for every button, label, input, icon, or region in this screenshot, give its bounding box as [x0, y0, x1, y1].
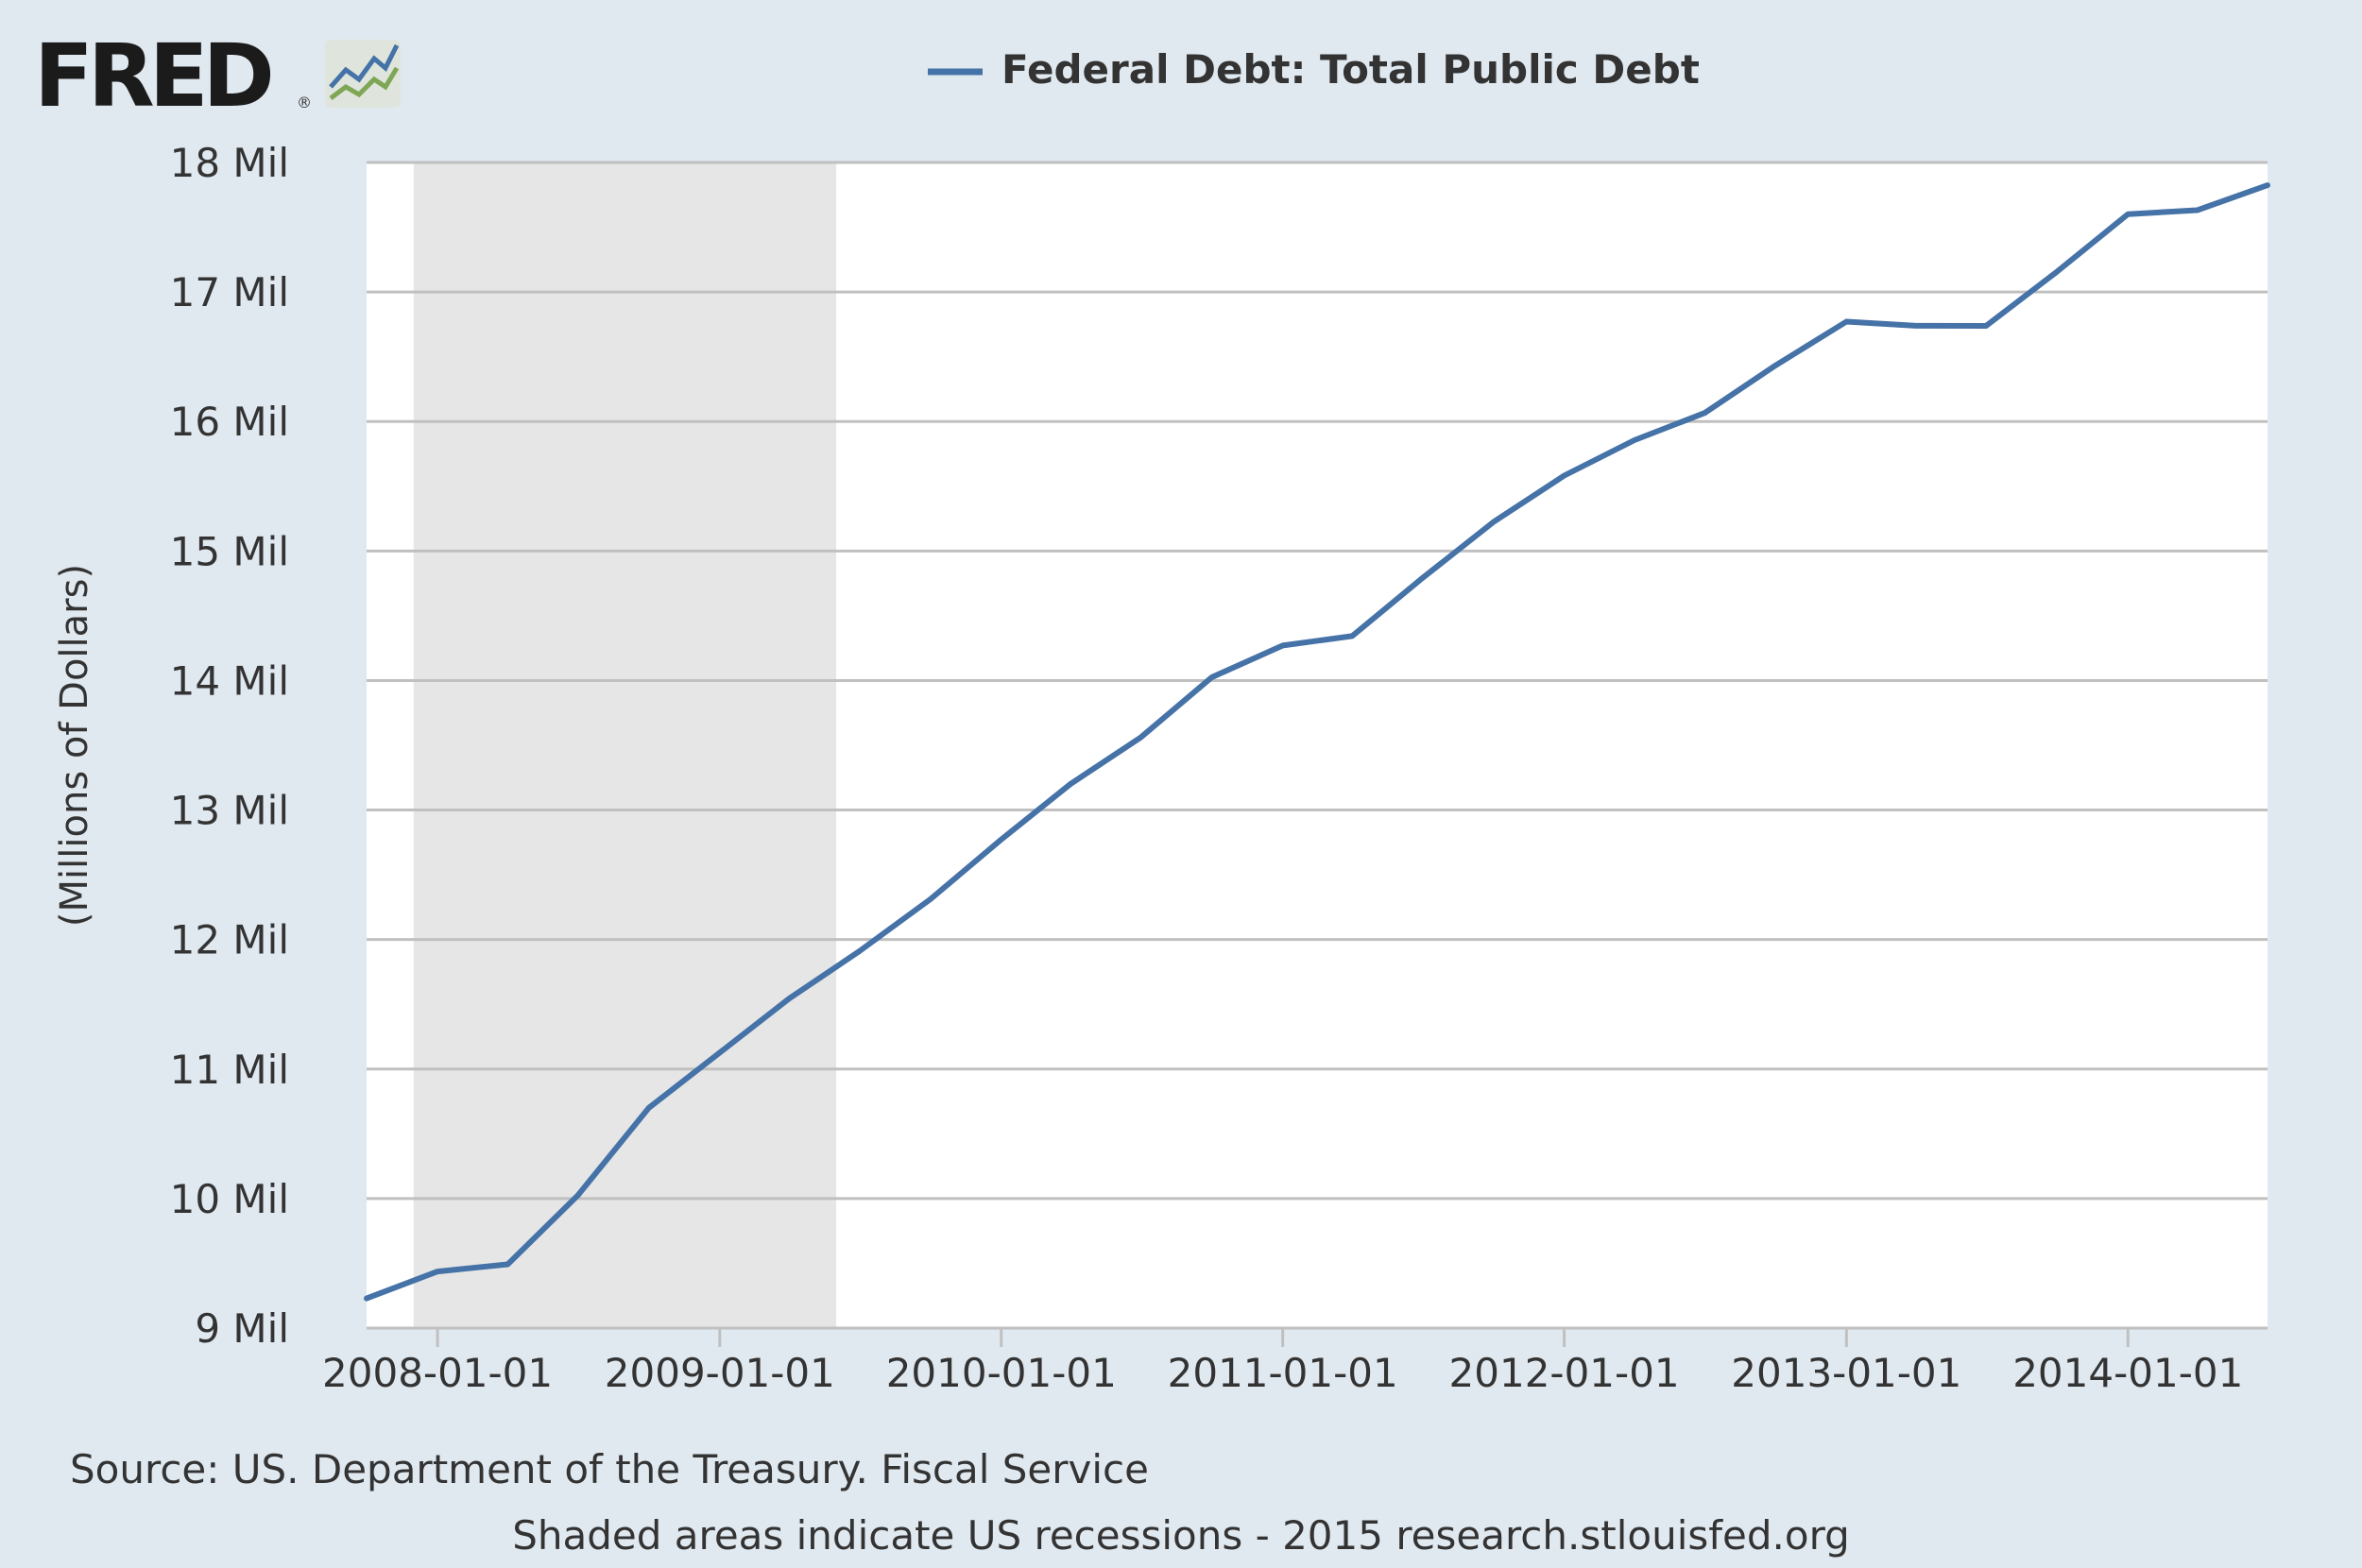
y-tick-label: 14 Mil [170, 657, 289, 704]
legend[interactable]: Federal Debt: Total Public Debt [928, 46, 1700, 93]
x-axis-ticks: 2008-01-01 2009-01-01 2010-01-01 2011-01-01… [322, 1328, 2243, 1396]
data-point [1491, 520, 1497, 525]
x-tick-label: 2009-01-01 [605, 1350, 835, 1396]
x-tick-label: 2013-01-01 [1731, 1350, 1961, 1396]
data-point [2054, 269, 2060, 275]
legend-label: Federal Debt: Total Public Debt [1001, 46, 1700, 93]
gridlines [367, 161, 2268, 1201]
logo-wordmark: FRED [34, 26, 271, 127]
x-tick-label: 2012-01-01 [1449, 1350, 1680, 1396]
data-point [1702, 410, 1707, 416]
data-point [1280, 642, 1286, 648]
data-point [1068, 781, 1073, 787]
logo-registered-mark: ® [297, 94, 312, 111]
x-tick-label: 2014-01-01 [2012, 1350, 2243, 1396]
recession-note: Shaded areas indicate US recessions - 20… [512, 1512, 1850, 1559]
y-tick-label: 11 Mil [170, 1047, 289, 1093]
source-note: Source: US. Department of the Treasury. … [70, 1446, 1149, 1492]
y-axis-ticks: 9 Mil 10 Mil 11 Mil 12 Mil 13 Mil 14 Mil 15 Mi… [170, 140, 289, 1352]
data-point [2195, 207, 2200, 213]
data-point [928, 896, 933, 902]
data-point [1209, 674, 1215, 680]
data-point [505, 1262, 510, 1268]
recession-shade [413, 162, 837, 1328]
data-point [717, 1049, 723, 1055]
data-point [364, 1296, 369, 1302]
y-tick-label: 9 Mil [195, 1305, 289, 1352]
series-line [364, 182, 2270, 1302]
data-point [435, 1269, 440, 1274]
data-point [1632, 437, 1637, 443]
data-point [2265, 182, 2270, 188]
y-tick-label: 15 Mil [170, 528, 289, 574]
y-tick-label: 17 Mil [170, 269, 289, 315]
series-layer [364, 182, 2270, 1302]
y-axis-title: (Millions of Dollars) [53, 564, 96, 927]
x-tick-label: 2010-01-01 [886, 1350, 1117, 1396]
x-tick-label: 2008-01-01 [322, 1350, 553, 1396]
data-point [786, 996, 792, 1001]
data-point [2125, 212, 2131, 217]
data-point [1913, 323, 1919, 329]
data-point [999, 837, 1004, 843]
fred-logo[interactable]: FRED ® [34, 26, 401, 127]
recession-shading [413, 162, 837, 1328]
data-point [1349, 633, 1355, 639]
y-tick-label: 10 Mil [170, 1176, 289, 1222]
data-point [857, 948, 863, 954]
data-point [1983, 323, 1989, 329]
y-tick-label: 18 Mil [170, 140, 289, 186]
data-point [1562, 473, 1567, 479]
data-point [1772, 363, 1778, 368]
data-point [646, 1105, 652, 1111]
data-point [575, 1192, 581, 1198]
y-tick-label: 13 Mil [170, 788, 289, 834]
y-tick-label: 16 Mil [170, 399, 289, 445]
x-tick-label: 2011-01-01 [1168, 1350, 1398, 1396]
data-point [1138, 735, 1143, 741]
data-point [1419, 575, 1425, 581]
data-point [1843, 319, 1849, 325]
y-tick-label: 12 Mil [170, 917, 289, 963]
fred-chart-icon [325, 40, 401, 108]
